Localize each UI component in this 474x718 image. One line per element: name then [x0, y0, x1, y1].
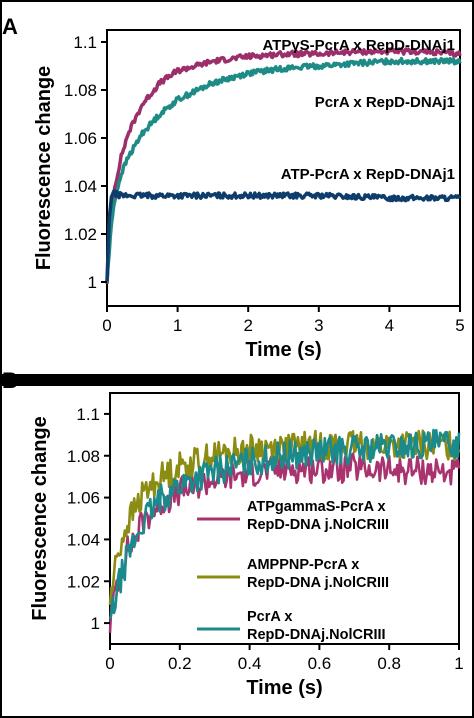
- panel-b-chart: 0 0.2 0.4 0.6 0.8 1 1 1.02 1.04 1.06 1.08 1.1 Time (…: [29, 392, 464, 699]
- panel-b-ytick-label: 1.1: [76, 405, 100, 424]
- panel-b-ytick-label: 1.06: [67, 489, 100, 508]
- panel-a-xtick-label: 0: [102, 316, 111, 335]
- panel-b-legend-label: PcrA x: [247, 609, 292, 625]
- panel-a-chart: 0 1 2 3 4 5 1 1.02 1.04 1.06 1.08 1.1 Time (s) Fluore…: [33, 29, 465, 361]
- panel-a-xtick-label: 1: [173, 316, 182, 335]
- panel-b-xtick-label: 0.4: [238, 654, 262, 673]
- panel-a-ytick-label: 1.02: [64, 225, 97, 244]
- panel-a-plot-frame: [106, 29, 461, 307]
- panel-a-letter: A: [2, 14, 18, 39]
- panel-b-plot-frame: [109, 392, 460, 645]
- panel-b-y-axis-label: Fluorescence change: [29, 416, 51, 621]
- panel-b-legend-label: ATPgammaS-PcrA x: [247, 499, 386, 515]
- panel-b-x-axis-label: Time (s): [246, 677, 322, 699]
- panel-b-xtick-label: 0.8: [377, 654, 401, 673]
- panel-a-ytick-label: 1.1: [73, 33, 97, 52]
- panel-a-x-axis-label: Time (s): [245, 339, 321, 361]
- panel-b-xtick-label: 1: [454, 654, 463, 673]
- panel-a-series-annotation: ATPγS-PcrA x RepD-DNAj1: [262, 37, 455, 54]
- panel-b-legend-label: AMPPNP-PcrA x: [247, 557, 359, 573]
- panel-b-xtick-label: 0.6: [308, 654, 332, 673]
- panel-a-ytick-label: 1.04: [64, 177, 97, 196]
- panel-a-y-axis-label: Fluorescence change: [33, 66, 55, 271]
- panel-a-xtick-label: 4: [385, 316, 394, 335]
- panel-b-xtick-label: 0.2: [168, 654, 192, 673]
- panel-a-xtick-label: 3: [314, 316, 323, 335]
- panel-a-series-1: [105, 47, 462, 284]
- panel-b-ytick-label: 1: [91, 614, 100, 633]
- panel-b-legend-label: RepD-DNAj.NolCRIII: [247, 627, 386, 643]
- panel-b-ytick-label: 1.08: [67, 447, 100, 466]
- panel-a-ytick-label: 1.08: [64, 81, 97, 100]
- panel-a-xtick-label: 2: [243, 316, 252, 335]
- panel-a-series-annotation: PcrA x RepD-DNAj1: [315, 94, 455, 111]
- panel-b-legend-label: RepD-DNA j.NolCRIII: [247, 575, 389, 591]
- panel-b-series-3: [108, 428, 461, 620]
- panel-a-ytick-label: 1: [88, 273, 97, 292]
- panel-b-legend-label: RepD-DNA j.NolCRIII: [247, 517, 389, 533]
- panel-a-xtick-label: 5: [455, 316, 464, 335]
- panel-b-ytick-label: 1.02: [67, 572, 100, 591]
- panel-b-ytick-label: 1.04: [67, 530, 100, 549]
- panel-b-xtick-label: 0: [105, 654, 114, 673]
- panel-b-letter: B: [2, 368, 18, 393]
- panel-a-series-annotation: ATP-PcrA x RepD-DNAj1: [281, 166, 455, 183]
- panel-a-ytick-label: 1.06: [64, 129, 97, 148]
- panel-a-series-2: [105, 56, 462, 283]
- panel-a-series-3: [105, 189, 462, 282]
